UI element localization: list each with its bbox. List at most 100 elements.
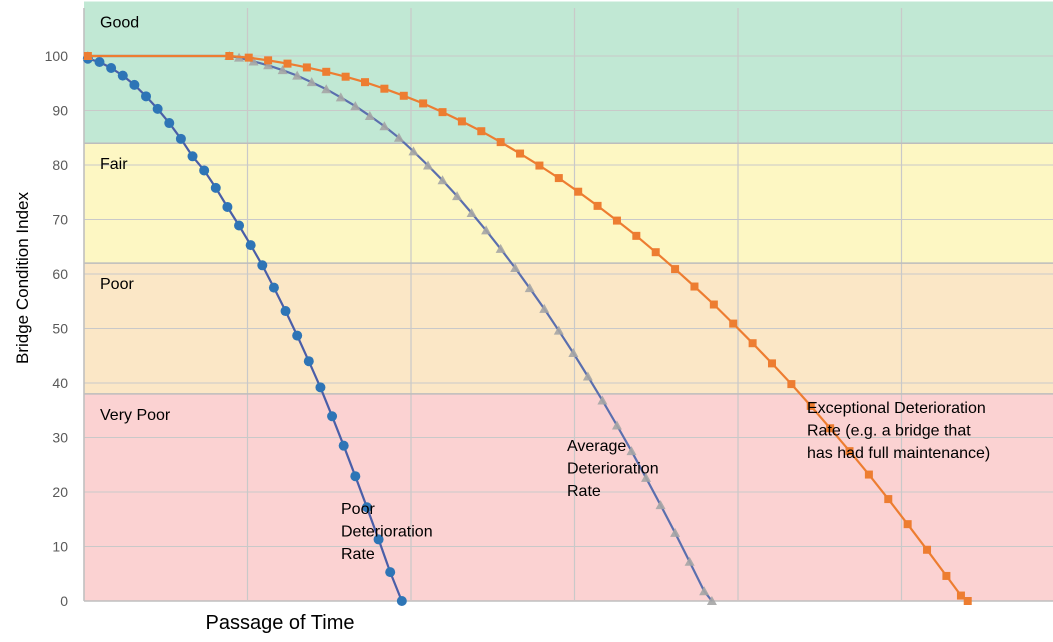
- data-point: [385, 567, 396, 578]
- gridlines: [83, 8, 1053, 602]
- data-point: [452, 191, 463, 201]
- y-tick-label: 90: [52, 103, 68, 119]
- data-point: [141, 91, 152, 102]
- data-point: [787, 380, 796, 389]
- data-point: [477, 127, 486, 136]
- series-line-average-deterioration-rate: [87, 54, 713, 602]
- data-point: [516, 149, 525, 158]
- data-point: [422, 160, 433, 170]
- band-label-very-poor: Very Poor: [100, 407, 171, 424]
- data-point: [729, 319, 738, 328]
- data-point: [379, 121, 390, 131]
- data-point: [457, 117, 466, 126]
- data-point: [373, 534, 384, 545]
- data-point: [338, 440, 349, 451]
- data-point: [327, 411, 338, 422]
- data-point: [806, 401, 815, 410]
- data-point: [655, 500, 666, 510]
- data-point: [94, 56, 105, 67]
- y-tick-label: 30: [52, 430, 68, 446]
- data-point: [361, 502, 372, 513]
- data-point: [248, 56, 259, 66]
- data-point: [225, 52, 234, 60]
- data-point: [963, 597, 972, 605]
- data-point: [864, 470, 873, 479]
- data-point: [826, 424, 835, 433]
- data-point: [321, 84, 332, 94]
- y-tick-label: 40: [52, 375, 68, 391]
- data-point: [597, 395, 608, 405]
- data-point: [709, 300, 718, 309]
- data-point: [903, 520, 912, 529]
- data-point: [553, 325, 564, 335]
- data-point: [611, 420, 622, 430]
- data-point: [568, 348, 579, 358]
- data-point: [283, 59, 292, 68]
- data-point: [83, 52, 92, 60]
- data-point: [222, 201, 233, 212]
- data-point: [129, 79, 140, 90]
- data-point: [263, 60, 274, 70]
- data-point: [361, 78, 370, 87]
- data-point: [292, 330, 303, 341]
- data-point: [315, 382, 326, 393]
- annotation-exceptional: Rate (e.g. a bridge that: [807, 422, 971, 439]
- data-point: [106, 62, 117, 73]
- annotation-exceptional: has had full maintenance): [807, 445, 990, 462]
- x-axis-label: Passage of Time: [205, 612, 355, 634]
- data-point: [408, 146, 419, 156]
- series-poor-deterioration-rate: [82, 53, 407, 606]
- annotation-average: Rate: [567, 483, 601, 500]
- data-point: [626, 446, 637, 456]
- data-point: [684, 556, 695, 566]
- y-tick-label: 100: [45, 48, 69, 64]
- data-point: [199, 165, 210, 176]
- data-point: [699, 586, 710, 596]
- data-point: [393, 132, 404, 142]
- annotation-average: Average: [567, 438, 626, 455]
- data-point: [651, 248, 660, 257]
- data-point: [524, 283, 535, 293]
- data-point: [535, 161, 544, 170]
- data-point: [706, 596, 717, 605]
- data-point: [593, 201, 602, 210]
- data-point: [419, 99, 428, 108]
- y-tick-label: 80: [52, 157, 68, 173]
- data-point: [574, 187, 583, 196]
- data-point: [302, 63, 311, 72]
- data-point: [495, 243, 506, 253]
- data-point: [510, 263, 521, 273]
- data-point: [632, 231, 641, 240]
- data-point: [292, 70, 303, 80]
- y-tick-label: 70: [52, 212, 68, 228]
- data-point: [280, 306, 291, 317]
- y-tick-label: 60: [52, 266, 68, 282]
- band-label-fair: Fair: [100, 156, 128, 173]
- data-point: [582, 371, 593, 381]
- data-point: [466, 207, 477, 217]
- series-average-deterioration-rate: [82, 51, 717, 605]
- band-label-good: Good: [100, 15, 139, 32]
- data-point: [257, 260, 268, 271]
- data-point: [612, 216, 621, 225]
- data-point: [956, 591, 965, 600]
- data-point: [175, 133, 186, 144]
- annotation-average: Deterioration: [567, 461, 659, 478]
- series-line-poor-deterioration-rate: [87, 57, 403, 602]
- band-fair: [84, 143, 1053, 264]
- data-point: [690, 282, 699, 291]
- data-point: [187, 151, 198, 162]
- data-point: [767, 359, 776, 368]
- data-point: [671, 265, 680, 274]
- data-point: [437, 175, 448, 185]
- data-point: [396, 596, 407, 606]
- data-point: [341, 72, 350, 81]
- data-point: [350, 101, 361, 111]
- data-point: [380, 84, 389, 93]
- data-point: [539, 303, 550, 313]
- band-label-poor: Poor: [100, 276, 134, 293]
- y-tick-label: 0: [60, 593, 68, 609]
- data-point: [264, 56, 273, 65]
- data-point: [884, 495, 893, 504]
